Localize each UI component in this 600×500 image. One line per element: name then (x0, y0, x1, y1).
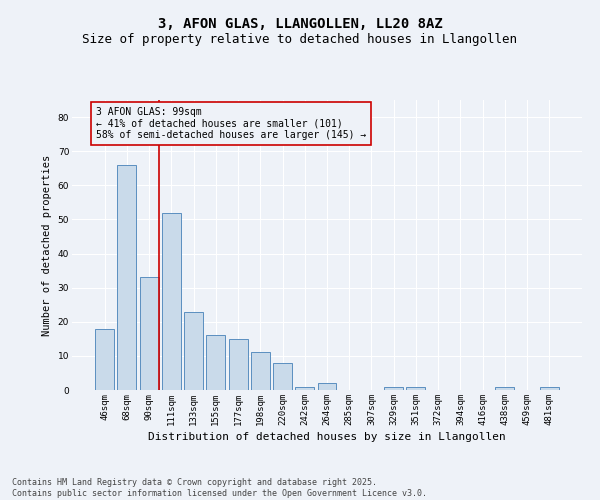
Text: Contains HM Land Registry data © Crown copyright and database right 2025.
Contai: Contains HM Land Registry data © Crown c… (12, 478, 427, 498)
Text: Size of property relative to detached houses in Llangollen: Size of property relative to detached ho… (83, 32, 517, 46)
Text: 3, AFON GLAS, LLANGOLLEN, LL20 8AZ: 3, AFON GLAS, LLANGOLLEN, LL20 8AZ (158, 18, 442, 32)
Bar (162, 212, 181, 390)
Bar (406, 386, 425, 390)
Bar (496, 386, 514, 390)
Bar (540, 386, 559, 390)
Bar (229, 339, 248, 390)
Bar (317, 383, 337, 390)
Bar (118, 165, 136, 390)
Bar (273, 362, 292, 390)
Bar (140, 278, 158, 390)
Bar (384, 386, 403, 390)
Text: 3 AFON GLAS: 99sqm
← 41% of detached houses are smaller (101)
58% of semi-detach: 3 AFON GLAS: 99sqm ← 41% of detached hou… (96, 107, 366, 140)
X-axis label: Distribution of detached houses by size in Llangollen: Distribution of detached houses by size … (148, 432, 506, 442)
Bar (295, 386, 314, 390)
Bar (95, 328, 114, 390)
Bar (184, 312, 203, 390)
Y-axis label: Number of detached properties: Number of detached properties (42, 154, 52, 336)
Bar (251, 352, 270, 390)
Bar (206, 336, 225, 390)
